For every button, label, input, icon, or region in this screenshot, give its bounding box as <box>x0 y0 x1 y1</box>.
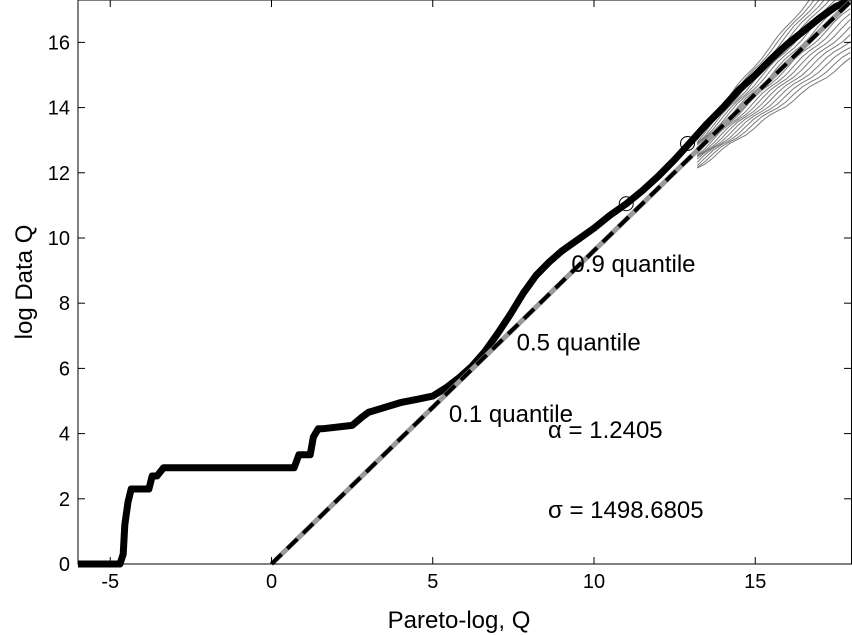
y-tick-label: 8 <box>59 293 70 315</box>
y-tick-label: 14 <box>48 98 70 120</box>
x-axis-ticks: -5 0 5 10 15 <box>101 0 766 593</box>
y-axis-label: log Data Q <box>11 225 38 340</box>
y-axis-ticks: 0 2 4 6 8 10 12 14 16 <box>48 32 851 576</box>
series-layer <box>78 0 852 568</box>
simulation-line <box>696 51 851 168</box>
simulation-line <box>696 0 836 145</box>
simulation-line <box>696 41 851 163</box>
quantile-label: 0.1 quantile <box>449 401 573 428</box>
y-tick-label: 12 <box>48 163 70 185</box>
simulation-line <box>696 26 851 158</box>
x-tick-label: -5 <box>101 571 119 593</box>
y-tick-label: 0 <box>59 554 70 576</box>
sigma-parameter: σ = 1498.6805 <box>548 497 704 524</box>
simulation-line <box>696 47 851 166</box>
empirical-quantile-line <box>78 0 852 568</box>
x-tick-label: 0 <box>266 571 277 593</box>
simulation-line <box>696 34 851 160</box>
y-tick-label: 2 <box>59 489 70 511</box>
x-tick-label: 5 <box>427 571 438 593</box>
y-tick-label: 16 <box>48 32 70 54</box>
x-tick-label: 15 <box>744 571 766 593</box>
y-tick-label: 4 <box>59 424 70 446</box>
alpha-parameter: α = 1.2405 <box>548 417 663 444</box>
simulation-line <box>696 18 851 157</box>
marker-layer <box>618 135 696 212</box>
data-marker <box>680 135 696 151</box>
x-axis-label: Pareto-log, Q <box>388 607 531 634</box>
fit-line-dashed <box>270 0 852 566</box>
y-tick-label: 6 <box>59 358 70 380</box>
y-tick-label: 10 <box>48 228 70 250</box>
quantile-annotations: 0.9 quantile 0.5 quantile 0.1 quantile <box>449 251 696 428</box>
x-tick-label: 10 <box>583 571 605 593</box>
simulation-line <box>696 57 851 169</box>
simulation-line <box>696 13 851 156</box>
quantile-label: 0.5 quantile <box>517 329 641 356</box>
data-marker <box>618 196 634 212</box>
quantile-label: 0.9 quantile <box>571 251 695 278</box>
